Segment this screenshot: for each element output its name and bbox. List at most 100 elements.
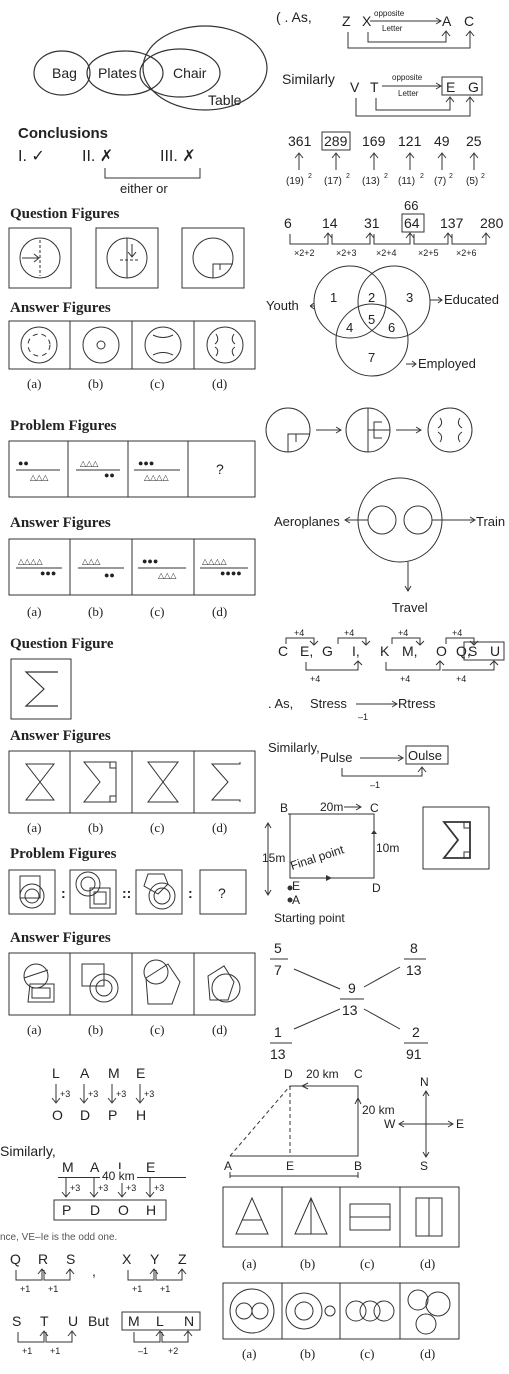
opt-c-5: (c): [360, 1256, 375, 1271]
question-figure-heading: Question Figure: [10, 636, 114, 652]
svg-text:U: U: [68, 1313, 78, 1329]
svg-text:13: 13: [270, 1046, 286, 1062]
svg-text:31: 31: [364, 215, 380, 231]
answer-figures-2: △△△△●●● △△△●● ●●●△△△ △△△△●●●●: [8, 538, 256, 596]
svg-text:121: 121: [398, 133, 422, 149]
svg-text:M: M: [108, 1065, 120, 1081]
svg-text:U: U: [490, 643, 500, 659]
opt-d-6: (d): [420, 1346, 436, 1361]
svg-text:D: D: [90, 1202, 100, 1218]
svg-text:Similarly: Similarly: [282, 71, 335, 87]
svg-text:49: 49: [434, 133, 450, 149]
svg-text:E: E: [136, 1065, 145, 1081]
svg-text:A: A: [90, 1159, 100, 1175]
svg-text:+4: +4: [400, 674, 410, 684]
problem-figures-2: : :: : ?: [8, 869, 247, 915]
opt-b-2: (b): [88, 604, 104, 619]
svg-text:opposite: opposite: [374, 9, 405, 18]
svg-text:5: 5: [274, 940, 282, 956]
conclusion-3: III. ✗: [160, 148, 196, 165]
question-figures-1: [8, 227, 245, 289]
svg-text:But: But: [88, 1313, 109, 1329]
svg-text:●●: ●●: [18, 458, 29, 468]
svg-text:I,: I,: [352, 643, 360, 659]
svg-text:V: V: [350, 79, 360, 95]
svg-text:+3: +3: [70, 1183, 80, 1193]
svg-text:A: A: [292, 893, 300, 907]
svg-text:+3: +3: [116, 1089, 126, 1099]
svg-text:2: 2: [449, 173, 453, 180]
opt-a-6: (a): [242, 1346, 257, 1361]
svg-text:E: E: [146, 1159, 155, 1175]
svg-text:20m: 20m: [320, 800, 343, 814]
svg-text:Pulse: Pulse: [320, 750, 353, 765]
svg-text:137: 137: [440, 215, 464, 231]
svg-text::: :: [61, 885, 66, 901]
circle-answer-figures: [222, 1282, 460, 1340]
svg-text:+3: +3: [126, 1183, 136, 1193]
svg-text:1: 1: [274, 1024, 282, 1040]
svg-text:×2+2: ×2+2: [294, 248, 315, 258]
svg-text:G: G: [468, 79, 479, 95]
svg-text:Oulse: Oulse: [408, 748, 442, 763]
travel-diagram: Aeroplanes Train Travel: [274, 477, 505, 615]
answer-figures-heading-3: Answer Figures: [10, 728, 111, 744]
svg-text:Similarly,: Similarly,: [268, 740, 320, 755]
svg-text:Z: Z: [342, 13, 351, 29]
similarly-label-bottom: Similarly,: [0, 1143, 56, 1159]
svg-text:20 km: 20 km: [306, 1067, 339, 1081]
svg-text:2: 2: [384, 173, 388, 180]
svg-text:Travel: Travel: [392, 600, 428, 615]
svg-text:△△△△: △△△△: [144, 473, 169, 482]
svg-text:R: R: [38, 1251, 48, 1267]
svg-text:N: N: [420, 1075, 429, 1089]
bag-label: Bag: [52, 65, 77, 81]
svg-text:(17): (17): [324, 176, 342, 187]
svg-text:::: ::: [122, 885, 131, 901]
svg-text:(5): (5): [466, 176, 478, 187]
svg-text:64: 64: [404, 215, 420, 231]
svg-text:△△△: △△△: [30, 473, 49, 482]
svg-text:C: C: [370, 801, 379, 815]
svg-text:2: 2: [412, 1024, 420, 1040]
svg-text:3: 3: [406, 290, 413, 305]
svg-text:O: O: [52, 1107, 63, 1123]
svg-text:Rtress: Rtress: [398, 696, 436, 711]
svg-text:A: A: [224, 1159, 232, 1173]
opt-c-1: (c): [150, 376, 165, 391]
svg-text:Employed: Employed: [418, 356, 476, 371]
svg-text:+4: +4: [344, 628, 354, 638]
svg-text:5: 5: [368, 312, 375, 327]
svg-text:+4: +4: [398, 628, 408, 638]
svg-text:+3: +3: [88, 1089, 98, 1099]
svg-text:Letter: Letter: [398, 89, 419, 98]
svg-text:–1: –1: [370, 780, 380, 790]
answer-figures-heading-4: Answer Figures: [10, 930, 111, 946]
svg-text:T: T: [40, 1313, 49, 1329]
svg-text:△△△: △△△: [82, 557, 101, 566]
svg-text:13: 13: [406, 962, 422, 978]
svg-text:91: 91: [406, 1046, 422, 1062]
conclusion-2: II. ✗: [82, 148, 114, 165]
svg-text:D: D: [372, 881, 381, 895]
svg-text:+4: +4: [452, 628, 462, 638]
svg-text:L: L: [52, 1065, 60, 1081]
svg-text:+3: +3: [60, 1089, 70, 1099]
svg-text:C: C: [278, 643, 288, 659]
opt-b-5: (b): [300, 1256, 316, 1271]
table-label: Table: [208, 92, 242, 108]
svg-text:△△△△: △△△△: [18, 557, 43, 566]
svg-text:,: ,: [92, 1263, 96, 1279]
svg-text:B: B: [354, 1159, 362, 1173]
svg-text:H: H: [136, 1107, 146, 1123]
svg-text:△△△: △△△: [80, 459, 99, 468]
svg-text:+4: +4: [310, 674, 320, 684]
svg-text:X: X: [362, 13, 372, 29]
svg-text:+1: +1: [48, 1284, 58, 1294]
letter-groups: Q R S +1 +1 , X Y Z +1 +1 S T U +1 +1 Bu…: [10, 1251, 201, 1356]
fraction-cross-diagram: 5 7 8 13 9 13 1 13 2 91: [270, 940, 428, 1062]
svg-text:–1: –1: [358, 712, 368, 722]
opt-c-6: (c): [360, 1346, 375, 1361]
svg-text:P: P: [62, 1202, 71, 1218]
squares-series: 361 289 169 121 49 25 (19) 2 (17) 2 (13) 2 …: [286, 131, 485, 187]
